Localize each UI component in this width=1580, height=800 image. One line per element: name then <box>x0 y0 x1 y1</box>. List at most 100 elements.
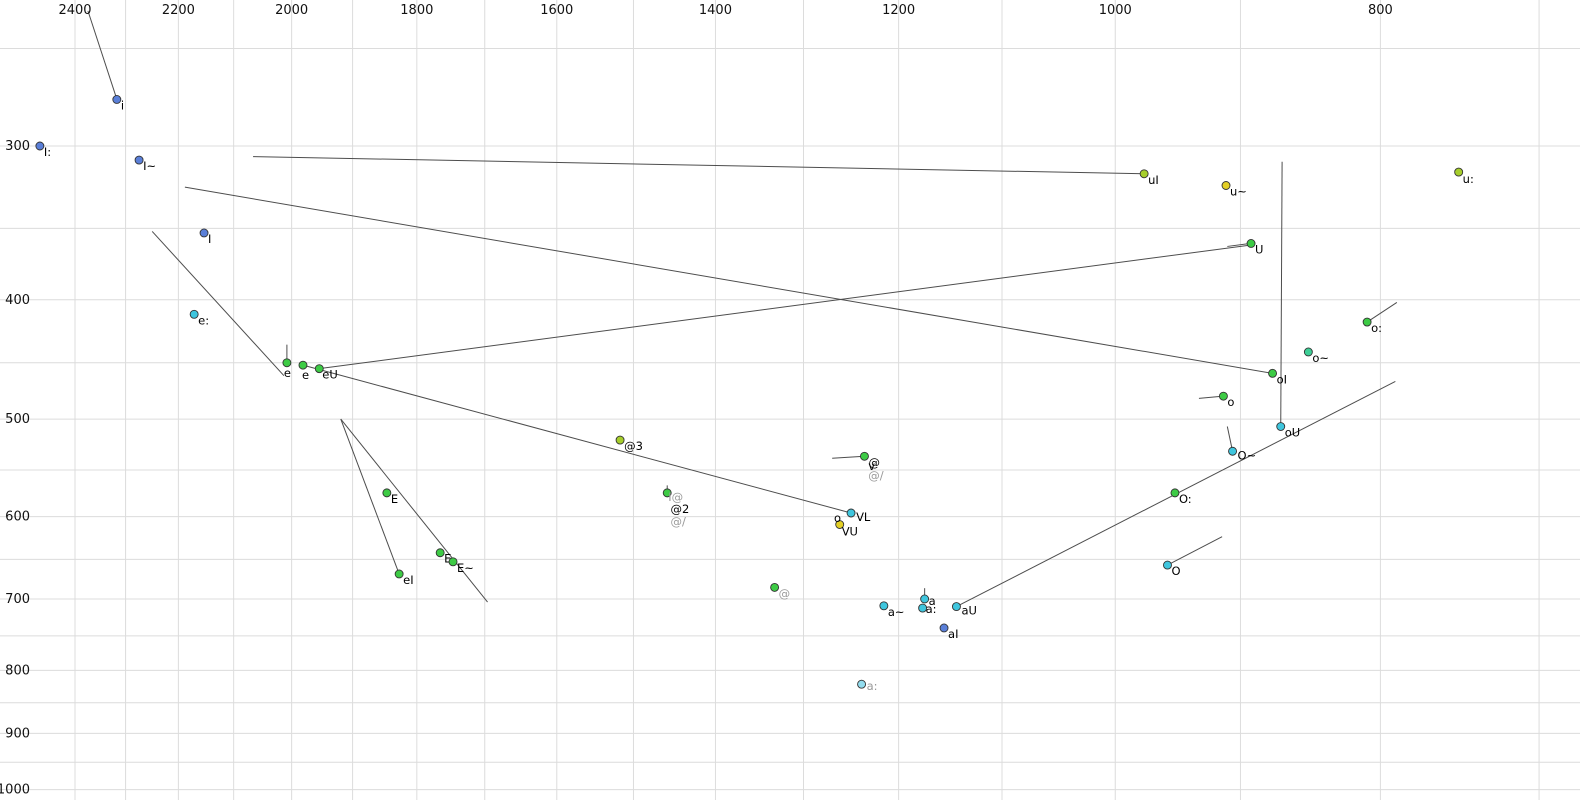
data-point-O~: O~ <box>1228 446 1257 462</box>
vowel-dot <box>1170 488 1180 498</box>
vowel-label: e <box>284 366 291 380</box>
y-axis-tick-label: 1000 <box>0 783 30 798</box>
trajectory-line <box>1366 302 1398 323</box>
vowel-label: aU <box>961 604 976 618</box>
trajectory-line <box>253 156 1145 175</box>
data-point-E~: E~ <box>448 557 474 575</box>
data-point-aI: aI <box>939 623 958 641</box>
data-point-u:: u: <box>1454 167 1474 186</box>
vowel-dot <box>939 623 949 633</box>
chart-axis-labels: 2400 2200 2000 1800 1600 1400 1200 1000 800 300 40… <box>0 3 1393 798</box>
data-point-VL: VL <box>846 508 871 524</box>
vowel-dot <box>314 364 324 374</box>
y-axis-tick-label: 700 <box>5 592 30 607</box>
data-point-e:: e: <box>189 309 209 327</box>
vowel-dot <box>1163 560 1172 570</box>
vowel-dot <box>920 594 930 604</box>
vowel-label: E~ <box>457 561 474 575</box>
trajectory-line <box>832 455 865 459</box>
vowel-label: O~ <box>1238 448 1257 462</box>
vowel-dot <box>298 360 308 370</box>
vowel-dot <box>1303 347 1313 357</box>
trajectory-line <box>340 418 400 575</box>
vowel-label: E <box>444 552 451 566</box>
vowel-label: VU <box>842 525 858 539</box>
data-point-a: a <box>920 594 936 608</box>
x-axis-tick-label: 1000 <box>1099 3 1132 18</box>
vowel-dot <box>662 488 672 498</box>
x-axis-tick-label: 2400 <box>58 3 91 18</box>
vowel-label: i <box>121 98 124 112</box>
vowel-label: E <box>391 492 398 506</box>
x-axis-tick-label: 1600 <box>540 3 573 18</box>
vowel-dot <box>1362 317 1372 327</box>
data-point-O: O <box>1163 560 1181 578</box>
vowel-label: o~ <box>1312 351 1329 365</box>
y-axis-tick-label: 900 <box>5 726 30 741</box>
data-point-a:: a: <box>918 602 937 616</box>
x-axis-tick-label: 1400 <box>699 3 732 18</box>
vowel-label: eI <box>403 573 413 587</box>
vowel-label: @3 <box>624 439 643 453</box>
data-point-a~: a~ <box>879 601 905 619</box>
vowel-dot <box>189 309 199 319</box>
vowel-dot <box>112 95 122 104</box>
vowel-label: oI <box>1277 372 1287 386</box>
data-point-VU: VU <box>835 520 858 539</box>
vowel-dot <box>857 679 867 689</box>
vowel-label: a~ <box>888 605 905 619</box>
vowel-label: I@ <box>668 490 683 504</box>
vowel-dot <box>199 228 209 238</box>
vowel-label: o <box>1227 395 1234 409</box>
trajectory-line <box>302 364 852 514</box>
vowel-label: I <box>208 232 211 246</box>
vowel-label: I: <box>44 145 51 159</box>
data-point-E: E <box>435 548 451 566</box>
vowel-dot <box>918 603 928 613</box>
trajectory-line <box>151 231 285 377</box>
data-point-o:: o: <box>1362 317 1382 335</box>
vowel-dot <box>615 435 625 445</box>
data-point-u~: u~ <box>1221 181 1247 198</box>
x-axis-tick-label: 800 <box>1368 3 1393 18</box>
vowel-label: O <box>1171 564 1180 578</box>
x-axis-tick-label: 1800 <box>400 3 433 18</box>
vowel-dot <box>35 141 45 151</box>
vowel-dot <box>448 557 458 567</box>
vowel-label: a: <box>867 679 878 693</box>
vowel-label: uI <box>1148 173 1159 187</box>
annotation-label: @/ <box>868 469 884 483</box>
data-point-a:: a: <box>857 679 878 693</box>
trajectory-line <box>340 418 488 603</box>
vowel-dot <box>1139 169 1149 179</box>
data-point-U: U <box>1246 239 1263 256</box>
data-point-I:: I: <box>35 141 51 159</box>
data-point-I@: I@ <box>662 488 683 504</box>
y-axis-tick-label: 800 <box>5 663 30 678</box>
vowel-dot <box>846 508 856 518</box>
vowel-dot <box>282 358 292 368</box>
annotation-label: v <box>868 459 875 473</box>
data-point-eI: eI <box>394 569 414 587</box>
annotation-label: @2 <box>670 502 689 516</box>
data-point-e: e <box>298 360 309 382</box>
vowel-dot <box>1454 167 1464 177</box>
data-point-aU: aU <box>951 602 977 618</box>
trajectory-line <box>87 10 117 98</box>
vowel-dot <box>134 155 144 165</box>
x-axis-tick-label: 2000 <box>275 3 308 18</box>
data-point-@: @ <box>860 451 880 469</box>
trajectory-line <box>319 244 1252 370</box>
y-axis-tick-label: 600 <box>5 510 30 525</box>
y-axis-tick-label: 300 <box>5 139 30 154</box>
data-point-I~: I~ <box>134 155 156 173</box>
vowel-dot <box>1246 239 1256 248</box>
data-point-oI: oI <box>1268 368 1287 386</box>
data-point-uI: uI <box>1139 169 1159 187</box>
x-axis-tick-label: 1200 <box>882 3 915 18</box>
vowel-label: O: <box>1179 492 1192 506</box>
trajectory-line <box>1227 242 1250 247</box>
vowel-dot <box>1276 422 1286 431</box>
